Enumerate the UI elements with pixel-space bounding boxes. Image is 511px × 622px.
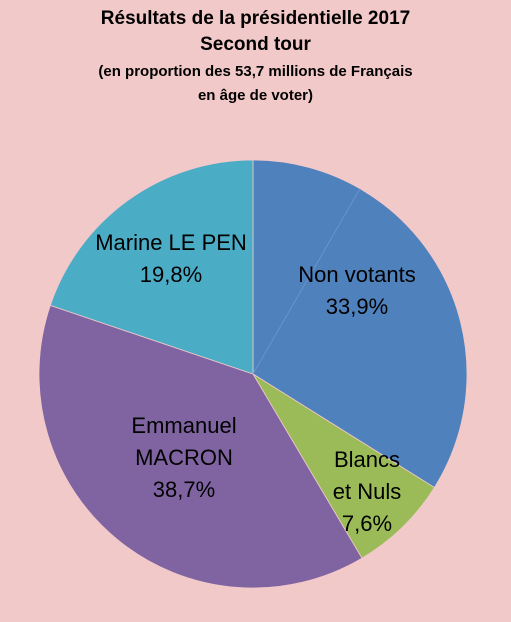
chart-subtitle: Second tour bbox=[200, 34, 311, 55]
slice-value-label-4: 19,8% bbox=[140, 262, 202, 287]
pie-slice-4 bbox=[49, 159, 254, 375]
pie-labels: Non votants 33,9% Blancs et Nuls 7,6% Emmanue… bbox=[95, 230, 416, 536]
slice-name-label-1: Non votants bbox=[298, 262, 415, 287]
slice-value-label-3: 38,7% bbox=[153, 477, 215, 502]
chart-title: Résultats de la présidentielle 2017 bbox=[100, 8, 411, 29]
slice-name-label-4: Marine LE PEN bbox=[95, 230, 247, 255]
pie-slices bbox=[38, 159, 468, 589]
slice-name-label-3: Emmanuel bbox=[131, 413, 236, 438]
slice-divider-line bbox=[252, 188, 361, 375]
chart-note-line-1: (en proportion des 53,7 millions de Fran… bbox=[98, 63, 413, 80]
slice-value-label-2: 7,6% bbox=[342, 511, 392, 536]
pie-slice-3 bbox=[38, 304, 363, 589]
pie-slice-2 bbox=[252, 373, 435, 559]
slice-name-label-3: MACRON bbox=[135, 445, 233, 470]
chart-title-block: Résultats de la présidentielle 2017 Seco… bbox=[0, 6, 511, 106]
slice-name-label-2: Blancs bbox=[334, 447, 400, 472]
slice-name-label-2: et Nuls bbox=[333, 479, 401, 504]
chart-note-line-2: en âge de voter) bbox=[197, 87, 314, 104]
pie-slice-1 bbox=[252, 159, 468, 489]
slice-value-label-1: 33,9% bbox=[326, 294, 388, 319]
